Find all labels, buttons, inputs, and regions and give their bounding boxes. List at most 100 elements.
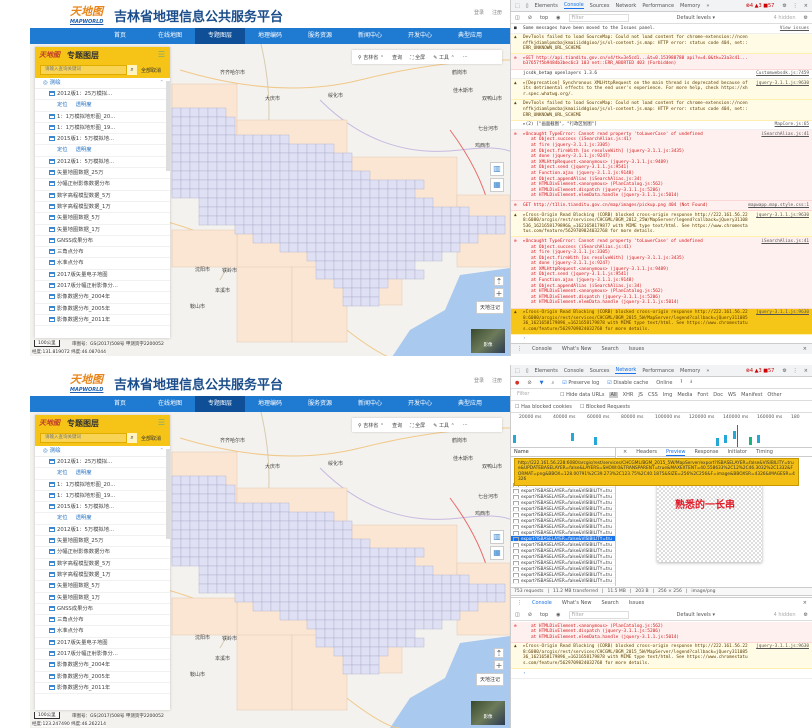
layer-item[interactable]: 2017版分幅正射影像分... — [35, 281, 170, 293]
devtools-tab[interactable]: Performance — [642, 2, 675, 9]
layer-item[interactable]: 2012版1：5万模拟地... — [35, 525, 170, 537]
close-drawer-icon[interactable]: × — [802, 346, 807, 352]
layer-item[interactable]: GNSS成果分布 — [35, 604, 170, 616]
throttle-select[interactable]: Online — [656, 379, 673, 386]
device-icon[interactable]: ▯ — [525, 367, 529, 374]
query-button[interactable]: 查询 — [392, 54, 403, 61]
more-icon[interactable]: ⋮ — [792, 2, 798, 9]
request-row[interactable]: export?ISBASELAYER=false&VISIBILITY=tru — [511, 536, 615, 542]
stack-frame[interactable]: at HTMLDivElement.elemData.handle (jquer… — [531, 193, 680, 199]
console-message[interactable]: ▲ ▸Cross-Origin Read Blocking (CORB) bloc… — [511, 642, 812, 670]
console-message[interactable]: ⊗ at HTMLDivElement.<anonymous> (PlanCata… — [511, 622, 812, 643]
layer-item[interactable]: 三角点分布 — [35, 615, 170, 627]
request-row[interactable]: export?ISBASELAYER=false&VISIBILITY=tru — [511, 500, 615, 506]
console-message[interactable]: ⊗ ▸GET http://api.tianditu.gov.cn/v4/tk=3… — [511, 54, 812, 70]
stack-frame[interactable]: at Object.send (jquery-3.1.1.js:9541) — [531, 272, 629, 278]
stack-frame[interactable]: at Object.fireWith [as resolveWith] (jqu… — [531, 255, 685, 261]
type-filter[interactable]: Doc — [713, 391, 723, 398]
stack-frame[interactable]: at XMLHttpRequest.<anonymous> (jquery-3.… — [531, 159, 669, 165]
more-button[interactable]: ··· — [462, 54, 468, 60]
locate-button[interactable]: 定位 — [57, 515, 68, 522]
more-button[interactable]: ··· — [462, 422, 468, 428]
type-filter[interactable]: Font — [697, 391, 709, 398]
close-drawer-icon[interactable]: × — [802, 600, 807, 606]
sidebar-toggle-icon[interactable]: ◫ — [515, 14, 520, 21]
fullscreen-button[interactable]: ⛶ 全屏 — [410, 54, 426, 61]
devtools-tab[interactable]: Performance — [642, 367, 675, 374]
console-filter-input[interactable]: Filter — [568, 13, 629, 22]
settings-icon[interactable]: ⚙ — [803, 611, 808, 618]
stack-frame[interactable]: at HTMLDivElement.<anonymous> (PlanCatal… — [531, 182, 664, 188]
devtools-tab[interactable]: Console — [563, 367, 584, 374]
issue-badges[interactable]: ⊗4 ▲3 ■57 — [745, 367, 775, 374]
nav-developer[interactable]: 开发中心 — [407, 400, 432, 407]
type-filter[interactable]: CSS — [647, 391, 658, 398]
disable-cache-checkbox[interactable]: ☑ Disable cache — [607, 379, 649, 386]
clear-console-icon[interactable]: ⊘ — [527, 14, 532, 21]
layer-search-input[interactable]: 请输入查询关键词 — [40, 433, 127, 443]
panel-scrollbar[interactable] — [166, 449, 170, 539]
request-row[interactable]: export?ISBASELAYER=false&VISIBILITY=tru — [511, 494, 615, 500]
stack-frame[interactable]: at Object.appendAlias (iSearchAlias.js:3… — [531, 283, 643, 289]
blocked-cookies-checkbox[interactable]: ☐ Has blocked cookies — [515, 403, 572, 410]
console-message[interactable]: ⊗ ▸Uncaught TypeError: Cannot read proper… — [511, 237, 812, 309]
layer-item[interactable]: 三角点分布 — [35, 247, 170, 259]
console-message[interactable]: ⊗ GET http://t1lin.tianditu.gov.cn/map/im… — [511, 201, 812, 212]
drawer-tab[interactable]: Search — [601, 346, 619, 352]
request-row[interactable]: export?ISBASELAYER=false&VISIBILITY=tru — [511, 566, 615, 572]
request-row[interactable]: export?ISBASELAYER=false&VISIBILITY=tru — [511, 560, 615, 566]
search-icon[interactable]: ⌕ — [127, 433, 137, 443]
devtools-tab[interactable]: » — [706, 367, 710, 374]
layer-item[interactable]: 1：1万模拟地形图_20... — [35, 112, 170, 123]
layer-item[interactable]: 影像数据分布_2005年 — [35, 672, 170, 683]
layer-item[interactable]: 1：1万模拟地形图_19... — [35, 491, 170, 503]
eye-icon[interactable]: ◉ — [556, 611, 561, 618]
message-source-link[interactable]: jquery-3.1.1.js:9630 — [756, 80, 809, 86]
layer-item[interactable]: 2015版1：5万模拟地... — [35, 134, 170, 146]
detail-tab[interactable]: Timing — [756, 449, 773, 455]
type-filter[interactable]: WS — [727, 391, 737, 398]
console-prompt[interactable]: › — [511, 669, 812, 679]
devtools-tab[interactable]: Sources — [589, 367, 610, 374]
nav-applications[interactable]: 典型应用 — [457, 32, 482, 39]
layer-item[interactable]: 1：1万模拟地形图_19... — [35, 123, 170, 135]
region-selector[interactable]: ⚲ 吉林省 ⌃ — [358, 54, 385, 61]
stack-frame[interactable]: at done (jquery-3.1.1.js:9247) — [531, 261, 611, 267]
message-source-link[interactable]: iSearchAlias.js:41 — [761, 238, 809, 244]
console-message[interactable]: ▸(2) ["画面截图", "行政区划图"] MapCore.js:65 — [511, 121, 812, 131]
detail-tab[interactable]: Preview — [666, 448, 686, 456]
nav-thematic-layers[interactable]: 专题图层 — [195, 396, 245, 412]
layer-item[interactable]: 1：1万模拟地形图_20... — [35, 480, 170, 491]
console-message[interactable]: ▲ ▸Cross-Origin Read Blocking (CORB) bloc… — [511, 308, 812, 335]
table-icon[interactable]: ▦ — [490, 178, 504, 192]
layer-item[interactable]: 数字高程模型数据_1万 — [35, 202, 170, 214]
chart-icon[interactable]: ▥ — [490, 162, 504, 176]
stack-frame[interactable]: at XMLHttpRequest.<anonymous> (jquery-3.… — [531, 266, 669, 272]
layer-item[interactable]: 矢量地图数据_5万 — [35, 213, 170, 225]
layer-item[interactable]: 2017版矢量电子地图 — [35, 638, 170, 650]
message-source-link[interactable]: jquery-3.1.1.js:9630 — [756, 644, 809, 650]
nav-service-resources[interactable]: 服务资源 — [307, 32, 332, 39]
layer-item[interactable]: 分幅正射影像数据分布 — [35, 547, 170, 559]
console-message[interactable]: ▲ ▸[Deprecation] Synchronous XMLHttpReque… — [511, 79, 812, 100]
login-link[interactable]: 登录 — [473, 378, 484, 384]
message-source-link[interactable]: jquery-3.1.1.js:9630 — [756, 212, 809, 218]
close-icon[interactable]: × — [803, 367, 808, 374]
layer-item[interactable]: 2015版1：5万模拟地... — [35, 502, 170, 514]
layer-item[interactable]: 影像数据分布_2004年 — [35, 660, 170, 672]
layer-item[interactable]: GNSS成果分布 — [35, 236, 170, 248]
table-icon[interactable]: ▦ — [490, 546, 504, 560]
compass-icon[interactable]: ⇡ — [494, 648, 504, 658]
log-levels-select[interactable]: Default levels ▾ — [676, 14, 715, 21]
stack-frame[interactable]: at HTMLDivElement.elemData.handle (jquer… — [531, 634, 680, 640]
map-canvas[interactable]: 齐齐哈尔市 大庆市 绥化市 鹤岗市 佳木斯市 双鸭山市 七台河市 鸡西市 沈阳市 铁岭市 本溪市 鞍山… — [30, 44, 510, 356]
hide-data-urls-checkbox[interactable]: ☐ Hide data URLs — [560, 391, 605, 398]
tianditu-logo[interactable]: 天地图 MAPWORLD — [70, 371, 112, 393]
stack-frame[interactable]: at HTMLDivElement.<anonymous> (PlanCatal… — [531, 289, 664, 295]
type-filter[interactable]: JS — [638, 391, 643, 398]
stack-frame[interactable]: at HTMLDivElement.elemData.handle (jquer… — [531, 300, 680, 306]
locate-button[interactable]: 定位 — [57, 470, 68, 477]
stack-frame[interactable]: at fire (jquery-3.1.1.js:3305) — [531, 143, 611, 148]
detail-tab[interactable]: Response — [694, 449, 719, 455]
more-icon[interactable]: ⋮ — [792, 367, 798, 374]
